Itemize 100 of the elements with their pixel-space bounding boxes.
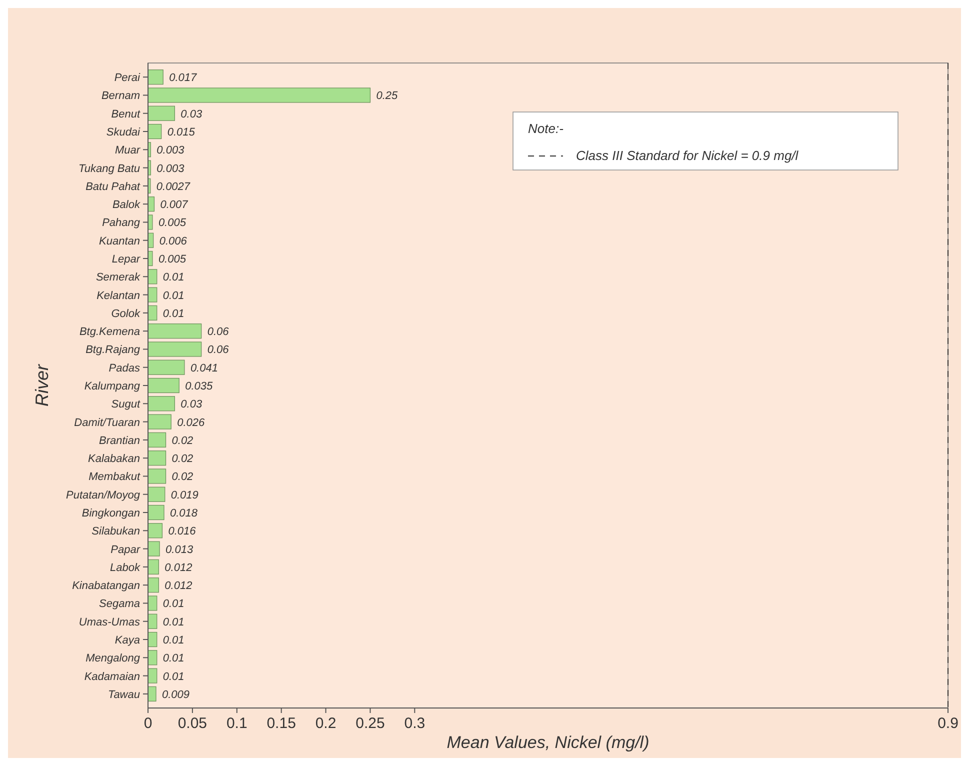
annotation: Note:- <box>528 121 564 136</box>
data-label: 0.01 <box>162 670 184 683</box>
bar <box>148 414 172 430</box>
x-tick-label: 0.3 <box>404 715 426 732</box>
bar <box>148 214 153 230</box>
x-tick-label: 0.9 <box>938 715 958 732</box>
bar <box>148 450 166 466</box>
data-label: 0.01 <box>162 272 184 284</box>
data-label: 0.005 <box>158 254 187 266</box>
data-label: 0.006 <box>159 235 188 248</box>
ref-line-label: Class III Standard for Nickel = 0.9 mg/l <box>576 148 800 163</box>
bar <box>148 396 175 412</box>
y-tick-label: Damit/Tuaran <box>74 416 140 429</box>
y-tick-label: Papar <box>110 544 142 556</box>
data-label: 0.018 <box>170 508 198 520</box>
bar <box>148 668 158 684</box>
x-tick-label: 0.05 <box>178 715 208 732</box>
data-label: 0.013 <box>166 544 194 556</box>
y-tick-label: Kadamaian <box>84 670 140 683</box>
data-label: 0.01 <box>162 598 184 610</box>
y-tick-label: Kalumpang <box>84 380 141 392</box>
bar <box>148 88 371 103</box>
data-label: 0.015 <box>167 126 196 138</box>
y-tick-label: Benut <box>111 108 141 120</box>
bar <box>148 596 158 611</box>
data-label: 0.01 <box>162 634 184 646</box>
bar <box>148 468 166 484</box>
data-label: 0.035 <box>185 380 214 392</box>
data-label: 0.005 <box>158 217 187 230</box>
bar <box>148 686 156 702</box>
y-tick-label: Membakut <box>88 471 141 484</box>
data-label: 0.009 <box>162 688 190 701</box>
y-tick-label: Umas-Umas <box>78 616 140 628</box>
bar <box>148 541 160 556</box>
data-label: 0.02 <box>172 471 194 484</box>
y-tick-label: Btg.Kemena <box>79 326 140 338</box>
y-tick-label: Padas <box>108 362 140 374</box>
y-tick-label: Tawau <box>108 688 140 701</box>
bar <box>148 378 180 394</box>
y-tick-label: Golok <box>111 308 140 320</box>
data-label: 0.012 <box>164 562 192 574</box>
data-label: 0.041 <box>190 362 218 374</box>
data-label: 0.02 <box>172 453 194 466</box>
data-label: 0.01 <box>162 616 184 628</box>
data-label: 0.017 <box>169 72 198 84</box>
data-label: 0.25 <box>376 90 399 102</box>
y-axis-title: River <box>32 364 52 407</box>
y-tick-label: Segama <box>99 598 140 610</box>
y-tick-label: Kaya <box>114 634 140 646</box>
data-label: 0.06 <box>207 326 230 338</box>
x-tick-label: 0.25 <box>356 715 385 732</box>
y-tick-label: Lepar <box>112 254 142 266</box>
y-tick-label: Silabukan <box>92 526 140 538</box>
y-tick-label: Bernam <box>101 90 140 102</box>
y-tick-label: Bingkongan <box>82 508 140 520</box>
data-label: 0.01 <box>162 308 184 320</box>
bar <box>148 360 185 375</box>
data-label: 0.0027 <box>156 180 191 193</box>
y-tick-label: Batu Pahat <box>86 180 141 193</box>
data-label: 0.026 <box>177 416 206 429</box>
data-label: 0.03 <box>180 398 203 411</box>
y-tick-label: Kuantan <box>99 235 140 248</box>
y-tick-label: Semerak <box>96 272 140 284</box>
x-tick-label: 0.15 <box>266 715 296 732</box>
bar <box>148 523 163 538</box>
data-label: 0.007 <box>160 199 189 212</box>
data-label: 0.019 <box>170 489 198 502</box>
data-label: 0.02 <box>172 434 194 447</box>
bar <box>148 70 164 85</box>
bar <box>148 559 159 574</box>
bar <box>148 578 159 593</box>
y-tick-label: Tukang Batu <box>78 162 140 175</box>
bar <box>148 124 162 140</box>
x-axis-title: Mean Values, Nickel (mg/l) <box>446 733 650 752</box>
bar <box>148 486 166 502</box>
x-tick-label: 0.1 <box>226 715 248 732</box>
x-tick-label: 0 <box>144 715 152 732</box>
data-label: 0.03 <box>180 108 203 120</box>
data-label: 0.01 <box>162 652 184 665</box>
x-tick-label: 0.2 <box>315 715 336 732</box>
bar <box>148 324 202 339</box>
bar <box>148 287 158 302</box>
bar <box>148 106 175 121</box>
y-tick-label: Skudai <box>106 126 141 138</box>
y-tick-label: Pahang <box>102 217 141 230</box>
bar <box>148 504 164 520</box>
data-label: 0.016 <box>168 526 197 538</box>
y-tick-label: Perai <box>114 72 141 84</box>
y-tick-label: Putatan/Moyog <box>66 489 141 502</box>
y-tick-label: Mengalong <box>86 652 141 665</box>
y-tick-label: Kalabakan <box>88 453 140 466</box>
data-label: 0.003 <box>156 144 186 157</box>
y-tick-label: Btg.Rajang <box>86 344 141 356</box>
bar <box>148 342 202 357</box>
data-label: 0.01 <box>162 290 184 302</box>
y-tick-label: Labok <box>110 562 140 574</box>
data-label: 0.012 <box>164 580 192 592</box>
y-tick-label: Brantian <box>99 434 140 447</box>
y-tick-label: Balok <box>112 199 140 212</box>
y-tick-label: Kinabatangan <box>72 580 140 592</box>
